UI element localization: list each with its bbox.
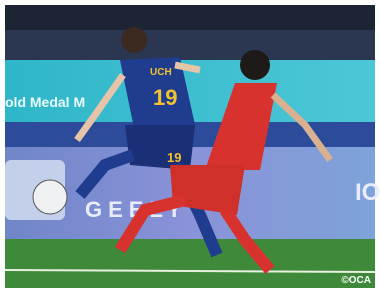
- pitch: [5, 239, 375, 288]
- head: [240, 50, 270, 80]
- shorts-number: 19: [167, 150, 181, 165]
- page: old Medal M GEELY IO UCH 19 19: [0, 0, 380, 288]
- photo-credit: ©OCA: [341, 275, 371, 286]
- ball: [33, 180, 67, 214]
- jersey-name: UCH: [150, 67, 172, 78]
- shorts: [125, 125, 195, 170]
- photo: old Medal M GEELY IO UCH 19 19: [0, 0, 380, 288]
- jersey-number: 19: [153, 85, 177, 110]
- head: [121, 27, 147, 53]
- board-side-text: IO: [355, 179, 380, 206]
- stands-seats: [5, 30, 375, 60]
- banner-text: old Medal M: [5, 94, 85, 110]
- arm: [175, 65, 200, 70]
- scene: old Medal M GEELY IO UCH 19 19: [5, 5, 380, 288]
